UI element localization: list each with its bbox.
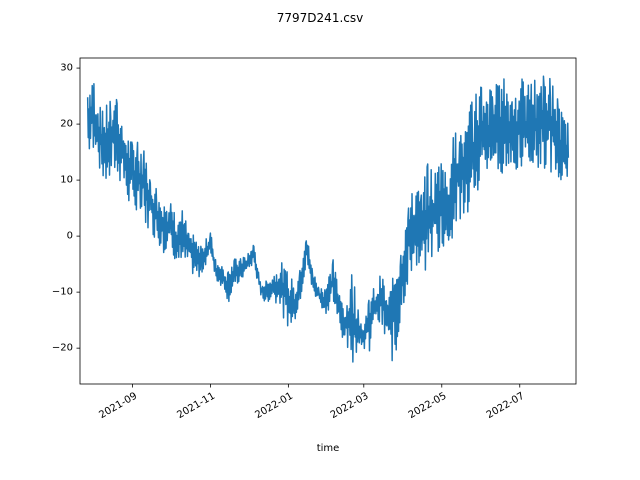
x-tick-label: 2022-01 <box>253 391 295 421</box>
series-line <box>86 75 570 363</box>
x-axis-label: time <box>317 443 340 454</box>
series-group <box>86 75 570 363</box>
chart-title: 7797D241.csv <box>277 11 363 25</box>
y-tick-label: 30 <box>60 63 73 74</box>
y-tick-label: −10 <box>52 287 73 298</box>
x-tick-label: 2022-03 <box>329 391 371 421</box>
y-axis: −20 −10 0 10 20 30 <box>52 63 80 354</box>
x-tick-label: 2022-07 <box>485 391 527 421</box>
x-tick-label: 2021-09 <box>97 391 139 421</box>
y-tick-label: 10 <box>60 175 73 186</box>
x-tick-label: 2022-05 <box>407 391 449 421</box>
x-axis: 2021-09 2021-11 2022-01 2022-03 2022-05 2022-… <box>97 384 526 421</box>
y-tick-label: 0 <box>67 231 73 242</box>
y-tick-label: −20 <box>52 343 73 354</box>
plot-frame <box>79 57 577 385</box>
x-tick-label: 2021-11 <box>175 391 217 421</box>
y-tick-label: 20 <box>60 119 73 130</box>
